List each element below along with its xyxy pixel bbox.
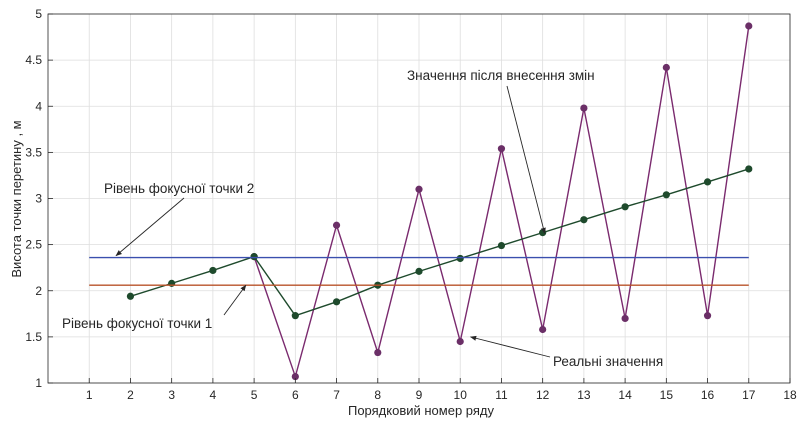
x-tick-label: 4 (210, 388, 217, 402)
x-tick-label: 16 (701, 388, 715, 402)
x-tick-label: 5 (251, 388, 258, 402)
x-tick-label: 3 (168, 388, 175, 402)
data-point (456, 254, 464, 263)
data-point (539, 325, 547, 334)
data-point (621, 314, 629, 323)
x-tick-label: 18 (783, 388, 797, 402)
data-point (703, 178, 712, 186)
data-point (621, 203, 629, 211)
x-tick-label: 12 (536, 388, 550, 402)
x-tick-label: 11 (495, 388, 508, 402)
data-point (332, 221, 341, 229)
x-tick-label: 2 (127, 388, 134, 402)
annotation-real-values: Реальні значення (553, 354, 663, 369)
data-point (209, 266, 217, 275)
x-tick-label: 7 (333, 388, 340, 402)
data-point (662, 191, 670, 199)
data-point (374, 348, 382, 357)
annotation-focus-level-1: Рівень фокусної точки 1 (62, 316, 212, 331)
y-tick-label: 2.5 (25, 238, 42, 252)
y-tick-label: 2 (35, 284, 42, 298)
arrow-focus-level-2 (115, 197, 185, 257)
annotation-focus-level-2: Рівень фокусної точки 2 (104, 181, 254, 196)
arrow-focus-level-1 (223, 284, 247, 316)
data-point (291, 312, 299, 320)
data-point (497, 241, 506, 250)
x-tick-label: 6 (292, 388, 299, 402)
x-tick-label: 10 (454, 388, 468, 402)
tick-labels: 1 2 3 4 5 6 7 8 9 10 11 12 13 14 15 16 17 1811.522.533.54… (25, 7, 797, 402)
data-point (745, 165, 753, 173)
y-axis-title: Висота точки перетину , м (9, 120, 24, 277)
data-point (662, 63, 670, 72)
y-tick-label: 4.5 (25, 53, 42, 67)
y-tick-label: 3.5 (25, 145, 42, 159)
data-point (580, 216, 588, 224)
arrow-after-changes (506, 85, 546, 235)
data-point (415, 185, 423, 193)
data-point (291, 372, 299, 381)
x-tick-label: 14 (618, 388, 632, 402)
x-axis-title: Порядковий номер ряду (348, 403, 495, 418)
y-tick-label: 1 (35, 376, 42, 390)
data-point (126, 292, 135, 300)
x-tick-label: 13 (577, 388, 591, 402)
data-point (580, 104, 588, 112)
data-point (539, 229, 547, 237)
annotation-after-changes: Значення після внесення змін (407, 68, 595, 83)
x-tick-label: 15 (660, 388, 674, 402)
series-group (89, 22, 753, 381)
data-point (415, 267, 423, 275)
arrow-real-values (469, 335, 551, 358)
data-point (497, 145, 506, 153)
annotations: Значення після внесення змін Рівень фоку… (62, 68, 663, 369)
data-point (250, 253, 258, 261)
y-tick-label: 4 (35, 99, 42, 113)
x-tick-label: 17 (742, 388, 756, 402)
x-tick-label: 9 (416, 388, 423, 402)
series-after-changes (130, 168, 749, 317)
x-tick-label: 8 (374, 388, 381, 402)
data-point (332, 298, 341, 306)
y-tick-label: 5 (35, 7, 42, 21)
x-tick-label: 1 (86, 388, 93, 402)
y-tick-label: 3 (35, 192, 42, 206)
data-point (703, 312, 712, 320)
y-tick-label: 1.5 (25, 330, 42, 344)
data-point (745, 22, 753, 30)
data-point (456, 337, 464, 346)
